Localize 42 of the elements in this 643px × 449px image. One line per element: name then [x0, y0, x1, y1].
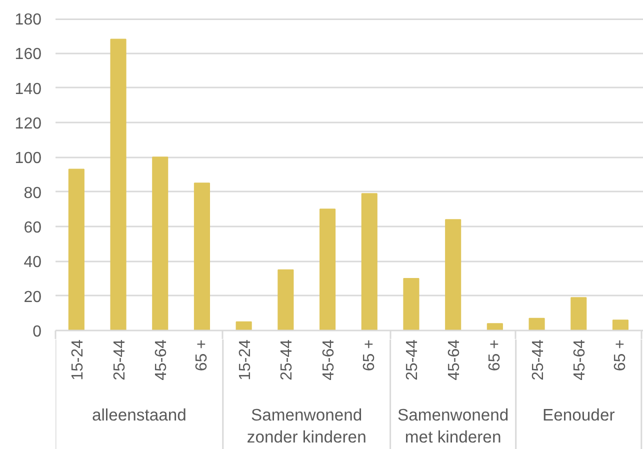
x-tick-label: 45-64: [153, 339, 170, 380]
bar: [152, 156, 168, 330]
y-tick-label: 0: [32, 324, 42, 340]
bar: [486, 323, 503, 330]
x-tick-label: 65 +: [486, 339, 504, 372]
bar: [194, 182, 210, 330]
y-tick-label: 120: [14, 116, 42, 132]
bar: [361, 193, 378, 330]
bar: [570, 297, 587, 330]
x-tick-label: 65 +: [193, 339, 210, 372]
bar: [403, 278, 420, 330]
bar: [68, 168, 84, 330]
y-tick-label: 140: [14, 80, 42, 98]
bar: [278, 269, 294, 330]
x-tick-label: 65 +: [612, 339, 629, 372]
y-tick-label: 180: [14, 12, 42, 28]
text: Samenwonend zonder kinderen: [246, 406, 366, 446]
y-tick-label: 80: [24, 184, 42, 202]
y-tick-label: 100: [14, 150, 42, 168]
x-tick-label: 65 +: [360, 339, 378, 372]
y-tick-label: 60: [24, 220, 42, 236]
bar: [612, 320, 629, 330]
x-tick-label: 25-44: [530, 339, 547, 380]
x-tick-label: 45-64: [320, 339, 338, 380]
text: alleenstaand: [92, 406, 186, 424]
bar: [319, 208, 336, 330]
bar: [236, 321, 252, 330]
x-tick-label: 15-24: [236, 339, 254, 380]
text: Eenouder: [542, 406, 616, 424]
bar: [445, 219, 462, 330]
text: Samenwonend met kinderen: [398, 406, 509, 446]
x-tick-label: 25-44: [404, 339, 422, 380]
x-tick-label: 25-44: [111, 339, 128, 380]
y-tick-label: 40: [24, 254, 42, 272]
x-tick-label: 15-24: [69, 339, 86, 380]
y-tick-label: 20: [24, 288, 42, 306]
x-tick-label: 45-64: [446, 339, 464, 380]
y-tick-label: 160: [14, 46, 42, 64]
bar: [528, 318, 545, 330]
x-tick-label: 45-64: [572, 339, 589, 380]
x-tick-label: 25-44: [278, 339, 296, 380]
bar: [110, 38, 126, 330]
